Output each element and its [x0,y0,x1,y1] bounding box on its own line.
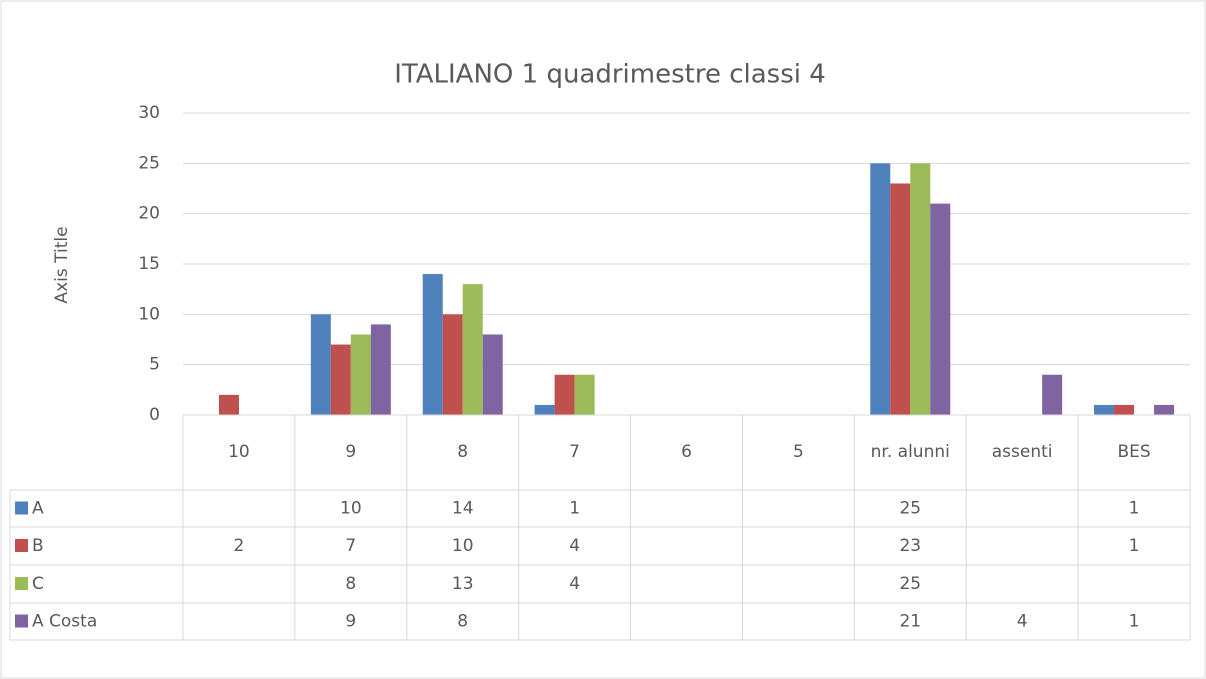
x-tick-label: BES [1117,441,1151,462]
bar [310,314,331,415]
y-axis-title: Axis Title [52,226,72,303]
bar [1094,404,1115,415]
legend-swatch [15,501,28,515]
x-tick-label-box: 7 [569,441,580,462]
bar [350,334,371,415]
table-value: 1 [1129,612,1140,632]
table-value: 10 [452,536,474,556]
x-tick-label: 9 [345,441,357,462]
chart-title: ITALIANO 1 quadrimestre classi 4 [394,60,826,90]
table-value: 8 [457,612,468,632]
x-tick-label: nr. alunni [870,441,950,462]
table-value: 9 [345,612,356,632]
table-value: 8 [345,574,356,594]
bar [534,404,555,415]
legend-label: A [32,499,44,519]
bar [554,374,575,415]
x-tick-label: 5 [792,441,804,462]
y-tick-label: 30 [138,103,160,123]
bar [218,394,239,415]
table-value: 1 [1129,499,1140,519]
y-tick-label: 10 [138,304,160,324]
y-tick-label: 25 [138,153,160,173]
bar [422,274,443,415]
table-value: 2 [234,536,245,556]
table-value: 4 [1017,612,1028,632]
x-tick-label: 6 [681,441,692,462]
bar [482,334,503,415]
table-value: 25 [899,574,921,594]
legend-swatch [15,614,28,628]
bar [442,314,463,415]
bar [890,183,911,415]
x-tick-label-box: 6 [681,441,692,462]
table-value: 13 [452,574,474,594]
x-tick-label: assenti [991,441,1053,462]
x-tick-label: 7 [569,441,580,462]
x-tick-label-box: 9 [345,441,357,462]
bar [370,324,391,415]
table-value: 7 [345,536,356,556]
bar [1154,404,1175,415]
x-tick-label-box: 8 [457,441,469,462]
bar [330,344,351,415]
table-value: 1 [569,499,580,519]
x-tick-label-box: 5 [792,441,804,462]
bar [574,374,595,415]
y-tick-label: 5 [149,355,160,375]
y-tick-label: 15 [138,254,160,274]
y-tick-label: 20 [138,204,160,224]
x-tick-label-box: nr. alunni [870,441,950,462]
table-value: 4 [569,574,580,594]
x-tick-label-box: BES [1117,441,1151,462]
legend-swatch [15,539,28,552]
table-value: 23 [899,536,921,556]
bar [462,284,483,415]
bar [930,203,951,415]
bar [910,163,931,415]
legend-label: A Costa [32,612,97,632]
table-value: 21 [899,612,921,632]
y-tick-label: 0 [149,405,160,425]
bar [1114,404,1135,415]
table-value: 1 [1129,536,1140,556]
table-value: 4 [569,536,580,556]
bar [1042,374,1063,415]
x-tick-label-box: 10 [228,441,250,462]
x-tick-label: 10 [228,441,250,462]
x-tick-label: 8 [457,441,469,462]
bar [870,163,891,415]
legend-label: C [32,574,44,594]
x-tick-label-box: assenti [991,441,1053,462]
table-value: 25 [899,499,921,519]
table-value: 10 [340,499,362,519]
legend-swatch [15,577,28,590]
legend-label: B [32,536,44,556]
table-value: 14 [452,499,474,519]
